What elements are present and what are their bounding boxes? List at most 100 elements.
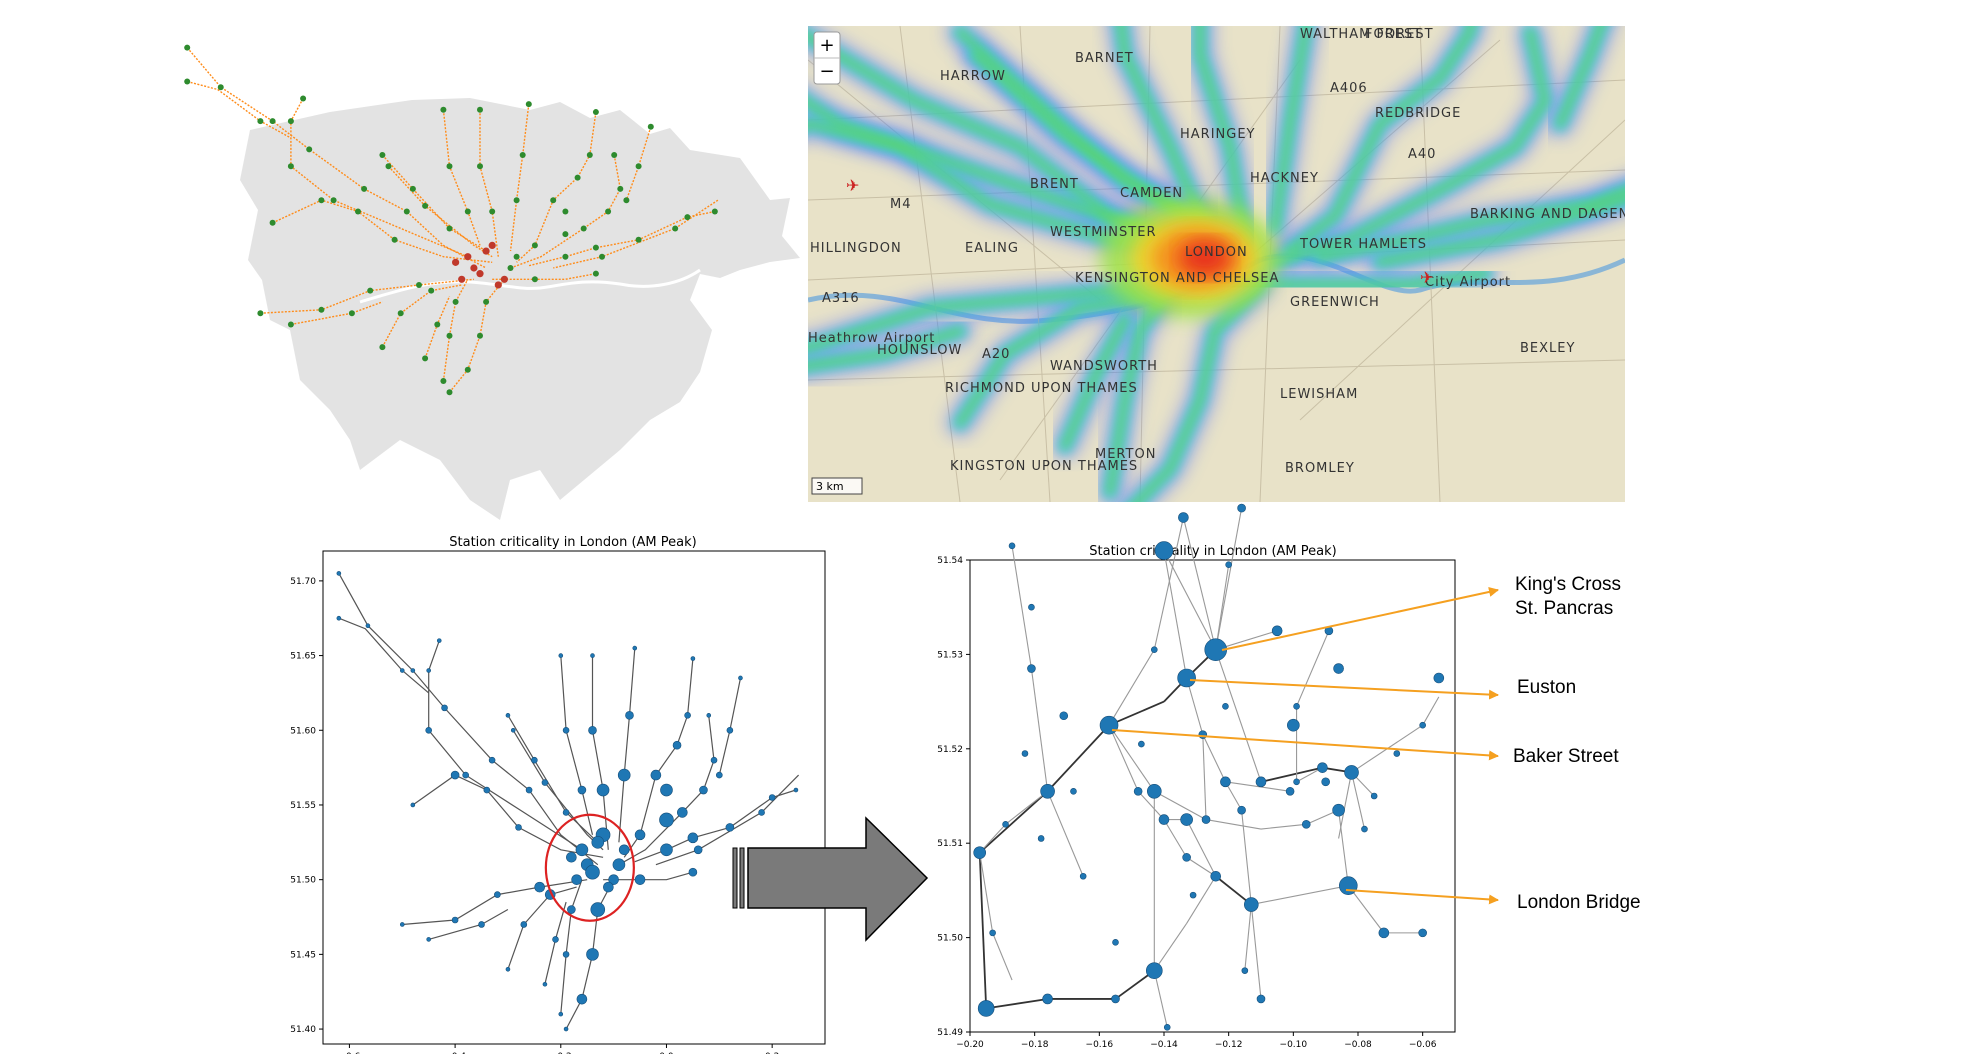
tube-station <box>531 242 538 249</box>
network-edge <box>1225 781 1291 792</box>
place-label: City Airport <box>1425 275 1511 290</box>
x-tick-label: −0.14 <box>1150 1040 1178 1050</box>
tube-station <box>531 276 538 283</box>
place-label: REDBRIDGE <box>1375 106 1461 121</box>
tube-station <box>318 197 325 204</box>
station-node <box>1189 891 1197 899</box>
station-node <box>1028 603 1035 611</box>
place-label: FOREST <box>1365 27 1422 42</box>
tube-station <box>489 208 496 215</box>
tube-line <box>186 47 487 269</box>
zoom-out-button[interactable]: − <box>814 58 840 84</box>
station-node <box>336 571 342 576</box>
heat-band <box>1286 26 1476 255</box>
station-node <box>534 881 545 893</box>
station-node <box>672 740 682 750</box>
network-edge <box>1215 875 1252 906</box>
place-label: HARROW <box>940 69 1006 84</box>
tube-line <box>492 272 597 280</box>
station-node <box>494 891 501 898</box>
station-node <box>1210 870 1222 882</box>
network-edge <box>1205 819 1262 830</box>
tube-station <box>562 208 569 215</box>
tube-line <box>479 109 499 257</box>
network-edge <box>1224 781 1243 811</box>
airport-icon: ✈ <box>1420 268 1433 287</box>
network-edge <box>428 640 583 851</box>
station-node <box>1182 853 1191 862</box>
station-node <box>451 916 459 924</box>
callout-arrow <box>1111 729 1499 761</box>
network-edge <box>979 852 994 933</box>
tube-station <box>416 281 422 288</box>
heat-band <box>808 327 964 370</box>
network-edge <box>1215 564 1230 650</box>
tube-line <box>448 278 505 393</box>
tube-station <box>500 275 508 283</box>
tube-station <box>379 152 386 158</box>
heat-band <box>808 281 1189 352</box>
tube-station <box>635 236 642 243</box>
station-node <box>425 726 432 734</box>
tube-station <box>184 44 191 51</box>
station-node <box>1154 541 1174 560</box>
x-tick-label: −0.06 <box>1409 1040 1437 1050</box>
place-label: HILLINGDON <box>810 241 902 256</box>
tube-station <box>476 270 484 278</box>
network-edge <box>1260 766 1323 783</box>
station-node <box>1419 721 1426 729</box>
station-node <box>977 1000 995 1017</box>
transition-arrow-icon <box>732 816 929 942</box>
place-label: BRENT <box>1030 177 1079 192</box>
callout-label: King's Cross <box>1515 574 1621 595</box>
station-node <box>1008 542 1016 550</box>
callout-label: St. Pancras <box>1515 598 1613 619</box>
tube-station <box>574 174 581 181</box>
tube-station <box>684 214 691 221</box>
station-node <box>558 1011 564 1017</box>
tube-station <box>428 287 435 294</box>
network-edge <box>1153 923 1188 971</box>
station-node <box>1255 776 1267 788</box>
tube-station <box>306 146 313 153</box>
heat-band <box>808 32 1219 266</box>
heat-band <box>1196 26 1249 243</box>
station-node <box>1293 778 1300 786</box>
y-tick-label: 51.70 <box>290 577 316 587</box>
tube-station <box>580 225 587 232</box>
station-node <box>684 712 691 719</box>
tube-station <box>672 225 679 232</box>
tube-line <box>509 104 530 252</box>
airport-markers: ✈ ✈ <box>846 176 1433 287</box>
place-label: A40 <box>1408 147 1436 162</box>
heat-band <box>808 98 1174 243</box>
tube-line <box>516 112 597 263</box>
station-node <box>1111 994 1120 1004</box>
zoom-in-button[interactable]: + <box>814 32 840 58</box>
station-node <box>1151 646 1158 653</box>
network-edge <box>412 774 604 858</box>
station-node <box>706 713 712 718</box>
station-node <box>1099 715 1119 735</box>
tube-station <box>513 253 520 260</box>
network-edge <box>1108 724 1155 792</box>
place-label: TOWER HAMLETS <box>1299 237 1427 252</box>
station-node <box>575 843 589 857</box>
station-node <box>1244 897 1259 912</box>
heat-band <box>1061 315 1129 450</box>
place-label: Heathrow Airport <box>808 331 935 346</box>
place-label: WALTHAM FOREST <box>1300 27 1434 42</box>
place-label: LONDON <box>1185 245 1248 260</box>
network-edge <box>1186 819 1217 877</box>
network-edge <box>1005 790 1048 825</box>
callout-label: Euston <box>1517 677 1576 698</box>
tube-station <box>217 84 224 91</box>
y-tick-label: 51.45 <box>290 950 316 960</box>
network-edge <box>1154 790 1207 821</box>
station-node <box>450 770 460 780</box>
tube-station <box>287 118 294 125</box>
station-node <box>1256 994 1266 1004</box>
network-edge <box>338 617 430 694</box>
tube-station <box>300 95 307 102</box>
